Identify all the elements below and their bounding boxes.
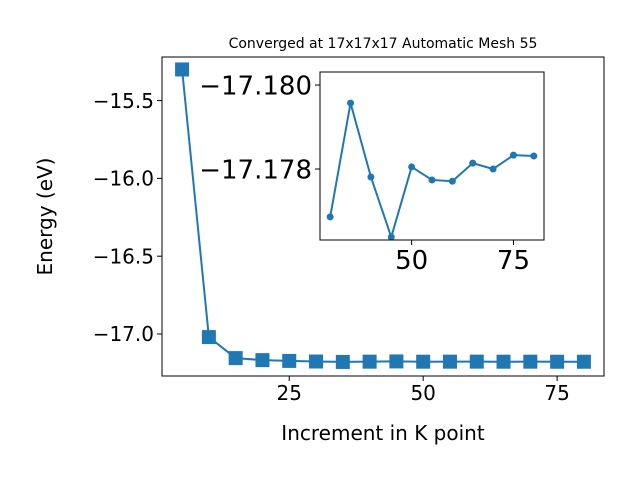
series-line xyxy=(181,69,584,363)
marker xyxy=(523,354,538,369)
marker xyxy=(255,353,270,368)
x-tick-label: 75 xyxy=(544,381,569,405)
marker xyxy=(428,176,436,184)
marker xyxy=(389,354,404,369)
marker xyxy=(367,173,375,181)
x-tick-label: 50 xyxy=(395,246,428,276)
marker xyxy=(442,354,457,369)
marker xyxy=(469,354,484,369)
marker xyxy=(201,330,216,345)
marker xyxy=(175,62,190,77)
x-tick-label: 25 xyxy=(277,381,302,405)
x-tick-label: 75 xyxy=(497,246,530,276)
y-axis-label: Energy (eV) xyxy=(33,158,57,276)
y-tick-label: −16.0 xyxy=(93,167,154,191)
marker xyxy=(530,152,538,160)
y-tick-label: −16.5 xyxy=(93,244,154,268)
y-tick-label: −15.5 xyxy=(93,89,154,113)
axes-frame xyxy=(161,56,605,377)
marker xyxy=(282,353,297,368)
marker xyxy=(335,354,350,369)
marker xyxy=(387,233,395,241)
marker xyxy=(416,354,431,369)
marker xyxy=(469,159,477,167)
x-tick-label: 50 xyxy=(410,381,435,405)
marker xyxy=(408,163,416,171)
marker xyxy=(448,177,456,185)
marker xyxy=(362,354,377,369)
marker xyxy=(576,354,591,369)
chart-title: Converged at 17x17x17 Automatic Mesh 55 xyxy=(229,36,538,52)
marker xyxy=(489,165,497,173)
marker xyxy=(496,354,511,369)
y-tick-label: −17.178 xyxy=(199,155,312,185)
marker xyxy=(347,99,355,107)
x-axis-label: Increment in K point xyxy=(281,421,485,445)
axes-frame xyxy=(319,71,545,241)
y-tick-label: −17.180 xyxy=(199,71,312,101)
marker xyxy=(550,354,565,369)
axes-background xyxy=(320,72,544,240)
marker xyxy=(228,351,243,366)
y-tick-label: −17.0 xyxy=(93,322,154,346)
marker xyxy=(509,151,517,159)
marker xyxy=(309,354,324,369)
marker xyxy=(326,213,334,221)
